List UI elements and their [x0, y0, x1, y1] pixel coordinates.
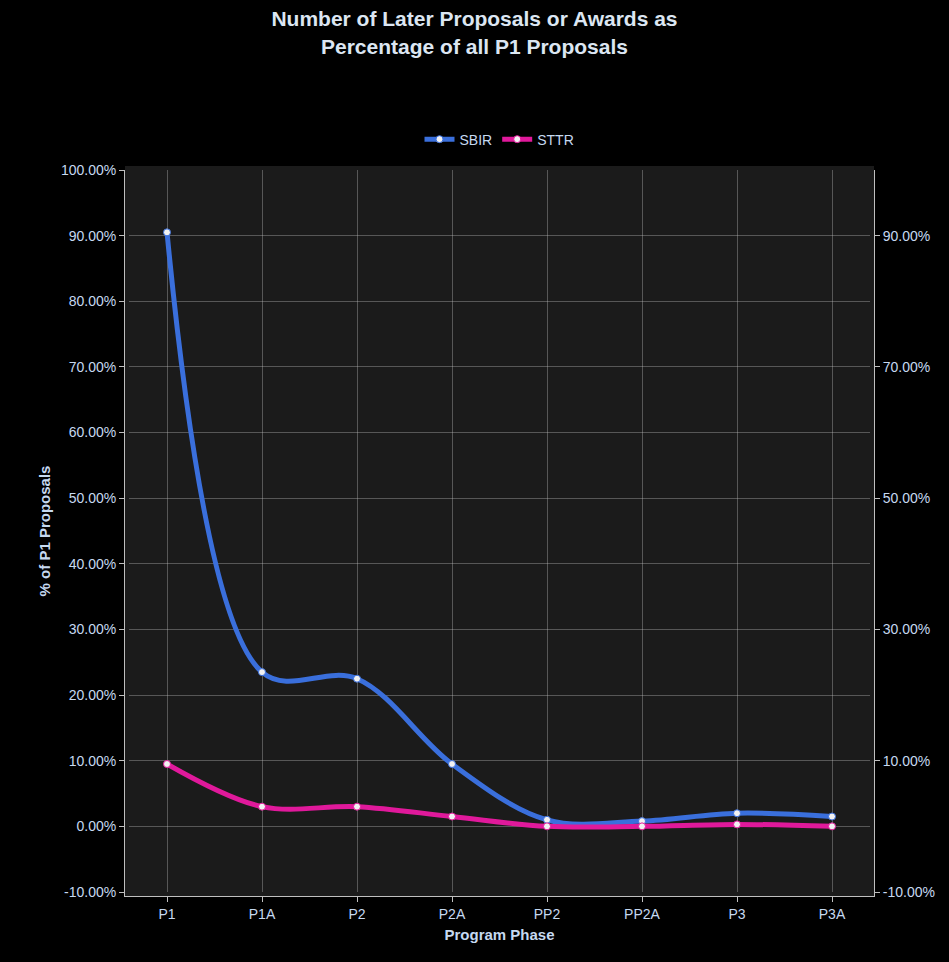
svg-text:10.00%: 10.00%	[69, 753, 116, 769]
svg-text:P3: P3	[728, 906, 745, 922]
svg-text:0.00%: 0.00%	[76, 818, 116, 834]
svg-text:90.00%: 90.00%	[883, 228, 930, 244]
svg-text:50.00%: 50.00%	[883, 490, 930, 506]
svg-text:PP2: PP2	[534, 906, 561, 922]
svg-text:30.00%: 30.00%	[883, 621, 930, 637]
svg-text:-10.00%: -10.00%	[883, 884, 935, 900]
svg-text:30.00%: 30.00%	[69, 621, 116, 637]
svg-text:80.00%: 80.00%	[69, 293, 116, 309]
svg-text:100.00%: 100.00%	[61, 162, 116, 178]
svg-text:10.00%: 10.00%	[883, 753, 930, 769]
svg-text:PP2A: PP2A	[624, 906, 660, 922]
svg-text:STTR: STTR	[537, 132, 574, 148]
svg-text:90.00%: 90.00%	[69, 228, 116, 244]
svg-text:P2: P2	[348, 906, 365, 922]
svg-text:20.00%: 20.00%	[69, 687, 116, 703]
svg-text:-10.00%: -10.00%	[64, 884, 116, 900]
svg-text:SBIR: SBIR	[460, 132, 493, 148]
svg-text:P3A: P3A	[819, 906, 846, 922]
svg-text:60.00%: 60.00%	[69, 424, 116, 440]
svg-text:% of P1 Proposals: % of P1 Proposals	[36, 466, 53, 597]
svg-text:P2A: P2A	[439, 906, 466, 922]
svg-text:70.00%: 70.00%	[883, 359, 930, 375]
svg-text:70.00%: 70.00%	[69, 359, 116, 375]
svg-text:P1A: P1A	[249, 906, 276, 922]
svg-text:Number of Later Proposals or A: Number of Later Proposals or Awards asPe…	[271, 7, 677, 57]
svg-text:50.00%: 50.00%	[69, 490, 116, 506]
svg-text:P1: P1	[158, 906, 175, 922]
svg-text:40.00%: 40.00%	[69, 556, 116, 572]
svg-text:Program Phase: Program Phase	[444, 926, 554, 943]
